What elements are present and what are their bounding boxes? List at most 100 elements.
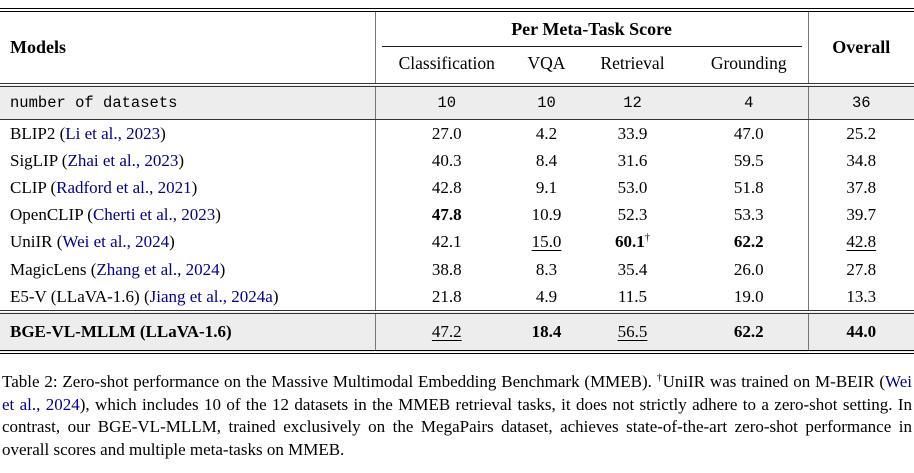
cell-retrieval: 60.1†: [575, 229, 690, 256]
model-name: CLIP (Radford et al., 2021): [0, 174, 375, 201]
cell-overall: 36: [807, 83, 914, 120]
cell-vqa: 8.4: [535, 150, 558, 170]
cell-retrieval: 11.5: [617, 286, 648, 306]
citation-open-paren: (: [46, 177, 57, 197]
cell-grounding: 53.3: [733, 205, 764, 225]
caption-text-3: ), which includes 10 of the 12 datasets …: [2, 394, 912, 459]
citation-close-paren: ): [272, 286, 279, 306]
col-header-retrieval: Retrieval: [600, 53, 665, 73]
datasets-count-row: number of datasets 10 10 12 4 36: [0, 83, 914, 120]
datasets-count-label: number of datasets: [0, 83, 375, 120]
cell-retrieval: 52.3: [617, 205, 648, 225]
model-name: E5-V (LLaVA-1.6) (Jiang et al., 2024a): [0, 283, 375, 312]
citation-link[interactable]: Wei et al., 2024: [2, 372, 912, 414]
table-row-magiclens: MagicLens (Zhang et al., 2024) 38.8 8.3 …: [0, 255, 914, 284]
model-name-text: BLIP2: [10, 123, 56, 143]
cell-vqa: 4.9: [535, 286, 558, 306]
cell-grounding: 26.0: [733, 259, 764, 279]
cell-overall: 39.7: [807, 201, 914, 229]
cell-overall: 13.3: [807, 283, 914, 313]
cell-retrieval: 53.0: [617, 177, 648, 197]
model-name-text: E5-V (LLaVA-1.6): [10, 286, 140, 306]
citation-close-paren: ): [215, 205, 221, 225]
table-row-clip: CLIP (Radford et al., 2021) 42.8 9.1 53.…: [0, 174, 914, 202]
cell-vqa: 8.3: [535, 259, 558, 279]
cell-vqa: 9.1: [535, 177, 558, 197]
citation-link[interactable]: Jiang et al., 2024a: [149, 286, 273, 306]
cell-classification: 21.8: [374, 283, 518, 313]
model-name: UniIR (Wei et al., 2024): [0, 229, 375, 256]
col-header-classification: Classification: [398, 53, 495, 73]
cell-overall: 27.8: [807, 255, 914, 284]
model-name: SigLIP (Zhai et al., 2023): [0, 147, 375, 174]
citation-close-paren: ): [219, 259, 226, 279]
dagger-footnote-mark: †: [656, 372, 663, 384]
citation-link[interactable]: Li et al., 2023: [65, 123, 161, 143]
cell-grounding: 59.5: [733, 150, 764, 170]
cell-classification: 27.0: [374, 119, 518, 148]
cell-classification: 42.1: [374, 228, 518, 256]
model-name-text: CLIP: [10, 177, 47, 197]
cell-vqa: 10.9: [531, 205, 562, 225]
cell-vqa: 10: [518, 83, 575, 120]
citation-open-paren: (: [139, 286, 150, 306]
table-row-bge-vl-mllm: BGE-VL-MLLM (LLaVA-1.6) 47.2 18.4 56.5 6…: [0, 310, 914, 353]
cell-overall: 44.0: [807, 310, 914, 353]
citation-link[interactable]: Zhai et al., 2023: [67, 150, 179, 170]
cell-retrieval: 33.9: [617, 123, 648, 143]
table-caption: Table 2: Zero-shot performance on the Ma…: [2, 371, 912, 461]
caption-text-1: Table 2: Zero-shot performance on the Ma…: [2, 372, 657, 392]
model-name-text: MagicLens: [10, 259, 87, 279]
cell-classification: 40.3: [374, 147, 518, 175]
results-table: Models Per Meta-Task Score Overall Class…: [0, 8, 914, 355]
cell-classification: 38.8: [374, 255, 518, 284]
table-row-unir: UniIR (Wei et al., 2024) 42.1 15.0 60.1†…: [0, 228, 914, 256]
table-row-openclip: OpenCLIP (Cherti et al., 2023) 47.8 10.9…: [0, 201, 914, 229]
cell-classification: 10: [374, 83, 518, 120]
citation-link[interactable]: Cherti et al., 2023: [92, 205, 216, 225]
cell-grounding: 47.0: [733, 123, 764, 143]
cell-retrieval: 35.4: [617, 259, 648, 279]
model-name-text: OpenCLIP: [10, 205, 84, 225]
cell-retrieval: 56.5: [575, 310, 690, 353]
header-row-subcolumns: Classification VQA Retrieval Grounding: [0, 47, 914, 85]
citation-link[interactable]: Wei et al., 2024: [62, 232, 170, 252]
col-header-grounding: Grounding: [710, 53, 787, 73]
citation-open-paren: (: [57, 150, 68, 170]
cell-vqa: 4.2: [535, 123, 558, 143]
model-name: BGE-VL-MLLM (LLaVA-1.6): [0, 310, 375, 353]
dagger-footnote-mark: †: [644, 232, 650, 244]
meta-task-group-label: Per Meta-Task Score: [381, 12, 802, 47]
cell-grounding: 62.2: [690, 310, 809, 353]
cell-overall: 25.2: [807, 119, 914, 148]
retrieval-score: 60.1: [614, 232, 645, 252]
cell-grounding: 4: [690, 83, 809, 120]
table-row-siglip: SigLIP (Zhai et al., 2023) 40.3 8.4 31.6…: [0, 147, 914, 175]
citation-open-paren: (: [52, 232, 63, 252]
cell-grounding: 51.8: [733, 177, 764, 197]
cell-retrieval: 31.6: [617, 150, 648, 170]
citation-open-paren: (: [83, 205, 93, 225]
cell-grounding: 62.2: [733, 232, 764, 252]
cell-vqa: 15.0: [531, 232, 562, 252]
cell-retrieval: 12: [575, 83, 690, 120]
cell-grounding: 19.0: [733, 286, 764, 306]
header-row-group: Models Per Meta-Task Score Overall: [0, 10, 914, 85]
table-row-blip2: BLIP2 (Li et al., 2023) 27.0 4.2 33.9 47…: [0, 119, 914, 148]
citation-close-paren: ): [169, 232, 175, 252]
table-row-e5v: E5-V (LLaVA-1.6) (Jiang et al., 2024a) 2…: [0, 283, 914, 313]
cell-overall: 37.8: [807, 174, 914, 202]
citation-close-paren: ): [178, 150, 185, 170]
caption-text-2: UniIR was trained on M-BEIR (: [662, 372, 886, 392]
citation-close-paren: ): [160, 123, 166, 143]
overall-column-header: Overall: [807, 10, 914, 85]
cell-classification: 42.8: [374, 174, 518, 202]
model-name: BLIP2 (Li et al., 2023): [0, 120, 375, 148]
cell-overall: 42.8: [807, 228, 914, 256]
cell-classification: 47.2: [374, 310, 518, 353]
citation-link[interactable]: Radford et al., 2021: [56, 177, 192, 197]
citation-link[interactable]: Zhang et al., 2024: [96, 259, 220, 279]
citation-open-paren: (: [55, 123, 66, 143]
models-column-header: Models: [0, 10, 376, 85]
